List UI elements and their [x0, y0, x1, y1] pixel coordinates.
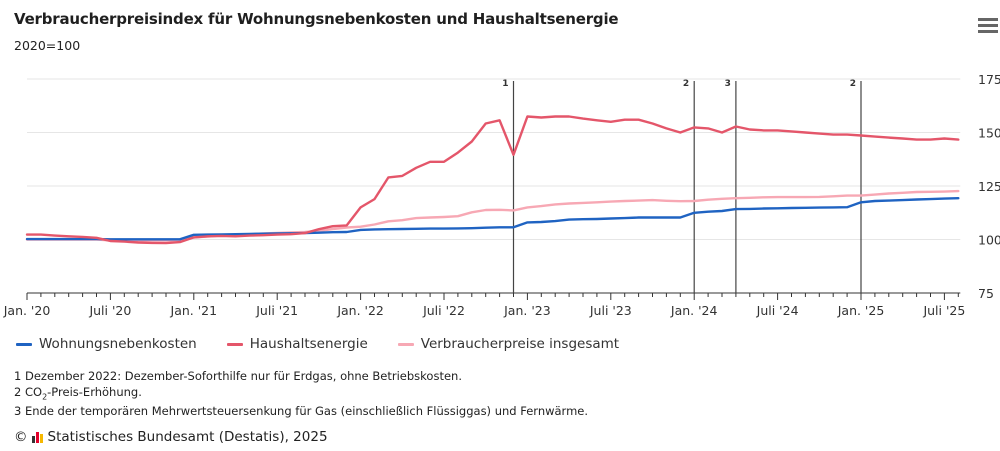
x-tick-label: Jan. '25	[837, 303, 885, 318]
menu-bar	[978, 24, 998, 27]
footnotes: 1 Dezember 2022: Dezember-Soforthilfe nu…	[14, 369, 588, 420]
x-tick-label: Jan. '22	[336, 303, 384, 318]
legend-item-haushaltsenergie[interactable]: Haushaltsenergie	[226, 336, 368, 352]
x-tick-label: Jan. '23	[503, 303, 551, 318]
x-axis: Jan. '20 Juli '20 Jan. '21 Juli '21 Jan. '22…	[3, 292, 965, 318]
y-tick-label: 75	[978, 286, 994, 301]
legend: Wohnungsnebenkosten Haushaltsenergie Ver…	[16, 336, 619, 352]
chart-subtitle: 2020=100	[14, 38, 81, 53]
footnote-1: 1 Dezember 2022: Dezember-Soforthilfe nu…	[14, 369, 462, 383]
chart-title: Verbraucherpreisindex für Wohnungsnebenk…	[14, 10, 619, 28]
annotation-label: 3	[725, 79, 731, 89]
copyright-icon: ©	[14, 429, 28, 445]
menu-bar	[978, 30, 998, 33]
footnote-2-suffix: -Preis-Erhöhung.	[47, 384, 142, 399]
annotation-markers: 1 2 3 2	[502, 79, 862, 293]
gridlines	[27, 78, 961, 240]
y-tick-label: 125	[978, 179, 1000, 194]
footnote-3: 3 Ende der temporären Mehrwertsteuersenk…	[14, 404, 589, 419]
legend-item-wohnungsnebenkosten[interactable]: Wohnungsnebenkosten	[16, 336, 197, 352]
x-tick-label: Juli '22	[422, 303, 465, 318]
legend-label: Haushaltsenergie	[249, 336, 368, 352]
x-tick-label: Jan. '20	[3, 303, 51, 318]
legend-item-verbraucherpreise[interactable]: Verbraucherpreise insgesamt	[397, 336, 620, 352]
annotation-label: 1	[502, 79, 508, 89]
annotation-label: 2	[850, 79, 856, 89]
x-tick-label: Juli '21	[255, 303, 298, 318]
legend-swatch	[397, 342, 414, 346]
x-tick-label: Jan. '21	[170, 303, 218, 318]
x-tick-label: Juli '20	[88, 303, 131, 318]
legend-label: Verbraucherpreise insgesamt	[420, 336, 620, 352]
x-tick-label: Juli '25	[922, 303, 965, 318]
series-line-wohnungsnebenkosten	[25, 197, 960, 241]
series-lines	[25, 115, 960, 245]
series-line-verbraucherpreise-insgesamt	[25, 189, 960, 242]
x-tick-label: Jan. '24	[670, 303, 718, 318]
footnote-2-prefix: 2 CO	[14, 384, 43, 399]
menu-bar	[978, 18, 998, 21]
hamburger-menu-icon[interactable]	[978, 18, 998, 36]
x-tick-label: Juli '24	[756, 303, 799, 318]
source-credit: © Statistisches Bundesamt (Destatis), 20…	[14, 429, 328, 445]
footnote-2-subscript: 2	[42, 391, 48, 401]
legend-swatch	[226, 342, 243, 346]
y-tick-label: 100	[978, 233, 1000, 248]
series-line-haushaltsenergie	[25, 115, 960, 245]
y-tick-label: 150	[978, 126, 1000, 141]
annotation-label: 2	[683, 79, 689, 89]
source-text: Statistisches Bundesamt (Destatis), 2025	[47, 429, 328, 445]
legend-swatch	[16, 342, 32, 346]
footnote-2: 2 CO2-Preis-Erhöhung.	[14, 385, 588, 405]
y-tick-label: 175	[978, 72, 1000, 87]
legend-label: Wohnungsnebenkosten	[39, 336, 197, 352]
x-tick-label: Juli '23	[589, 303, 632, 318]
destatis-logo-icon	[31, 431, 43, 443]
y-axis: 75 100 125 150 175	[978, 72, 1000, 301]
